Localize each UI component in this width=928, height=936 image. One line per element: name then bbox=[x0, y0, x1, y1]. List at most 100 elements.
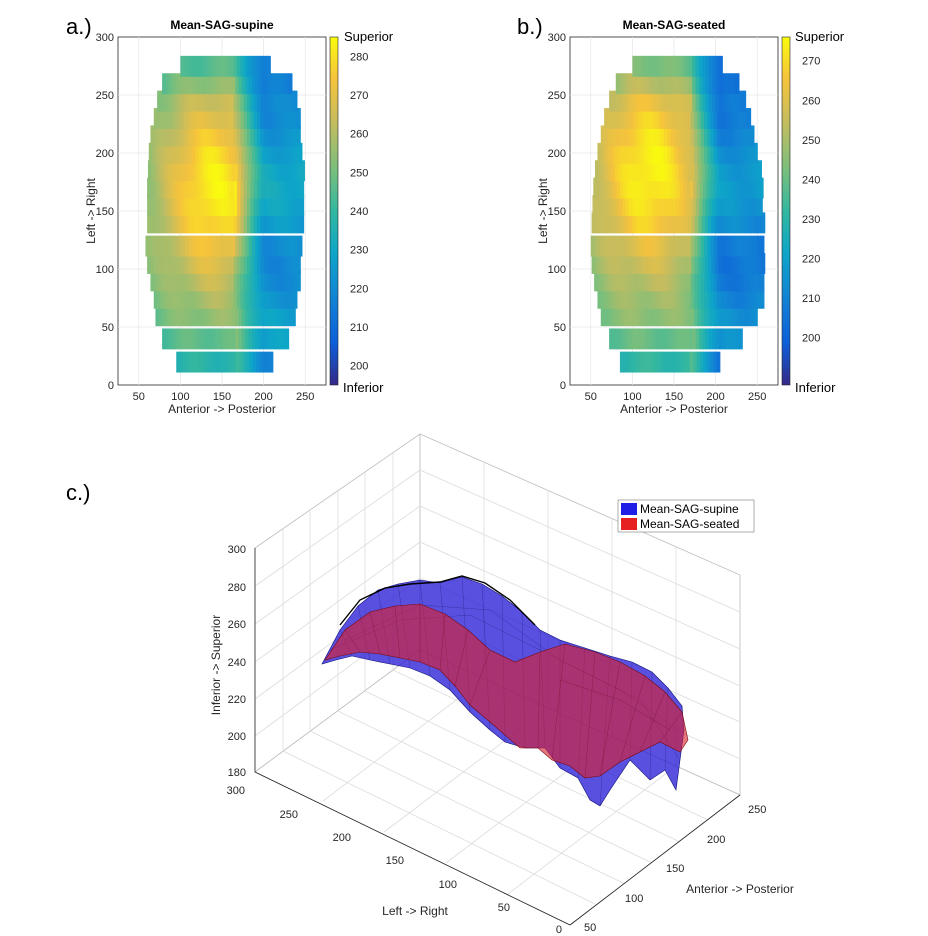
heatmap-cell bbox=[155, 235, 160, 257]
heatmap-a-yticks: 0 50 100 150 200 250 300 bbox=[96, 32, 114, 392]
heatmap-cell bbox=[192, 73, 196, 95]
heatmap-cell bbox=[675, 195, 680, 216]
heatmap-cell bbox=[182, 235, 186, 257]
heatmap-cell bbox=[261, 328, 266, 350]
heatmap-cell bbox=[273, 125, 278, 147]
heatmap-cell bbox=[742, 195, 747, 216]
heatmap-cell bbox=[270, 253, 275, 274]
heatmap-cell bbox=[723, 177, 728, 199]
heatmap-cell bbox=[180, 90, 185, 112]
heatmap-cell bbox=[220, 212, 225, 234]
heatmap-cell bbox=[259, 351, 264, 373]
heatmap-cell bbox=[693, 108, 698, 129]
heatmap-cell bbox=[657, 305, 662, 327]
heatmap-cell bbox=[725, 328, 730, 350]
heatmap-cell bbox=[617, 305, 622, 327]
heatmap-cell bbox=[235, 73, 240, 95]
heatmap-cell bbox=[246, 108, 251, 129]
heatmap-cell bbox=[176, 351, 181, 373]
heatmap-cell bbox=[222, 305, 226, 327]
panel-c-label: c.) bbox=[66, 480, 90, 505]
heatmap-cell bbox=[293, 195, 298, 216]
heatmap-cell bbox=[743, 125, 748, 147]
heatmap-cell bbox=[275, 73, 280, 95]
heatmap-cell bbox=[207, 55, 211, 77]
heatmap-cell bbox=[724, 253, 729, 274]
heatmap-cell bbox=[656, 351, 661, 373]
heatmap-cell bbox=[173, 195, 178, 216]
heatmap-cell bbox=[720, 305, 725, 327]
heatmap-cell bbox=[608, 160, 613, 182]
heatmap-cell bbox=[238, 305, 243, 327]
heatmap-b-ylabel: Left -> Right bbox=[536, 177, 550, 243]
heatmap-cell bbox=[223, 287, 228, 309]
heatmap-cell bbox=[199, 351, 204, 373]
heatmap-cell bbox=[690, 305, 695, 327]
heatmap-cell bbox=[178, 328, 183, 350]
heatmap-cell bbox=[256, 108, 261, 129]
heatmap-cell bbox=[160, 108, 165, 129]
heatmap-cell bbox=[220, 287, 225, 309]
heatmap-cell bbox=[750, 270, 755, 292]
heatmap-cell bbox=[661, 253, 666, 274]
heatmap-cell bbox=[702, 73, 707, 95]
heatmap-cell bbox=[290, 108, 295, 129]
heatmap-cell bbox=[265, 73, 270, 95]
heatmap-cell bbox=[677, 125, 682, 147]
heatmap-cell bbox=[712, 55, 717, 77]
heatmap-cell bbox=[668, 212, 673, 234]
heatmap-cell bbox=[245, 235, 250, 257]
heatmap-cell bbox=[168, 328, 173, 350]
heatmap-cell bbox=[193, 55, 198, 77]
heatmap-cell bbox=[747, 108, 752, 129]
heatmap-cell bbox=[237, 160, 242, 182]
heatmap-cell bbox=[256, 195, 261, 216]
heatmap-cell bbox=[190, 195, 195, 216]
heatmap-cell bbox=[680, 270, 685, 292]
heatmap-cell bbox=[707, 142, 712, 164]
heatmap-cell bbox=[627, 235, 632, 257]
heatmap-cell bbox=[728, 328, 733, 350]
heatmap-cell bbox=[243, 55, 248, 77]
heatmap-cell bbox=[248, 73, 253, 95]
heatmap-cell bbox=[716, 177, 721, 199]
heatmap-cell bbox=[163, 270, 168, 292]
heatmap-cell bbox=[185, 305, 190, 327]
heatmap-cell bbox=[654, 142, 658, 164]
heatmap-cell bbox=[664, 270, 668, 292]
heatmap-cell bbox=[160, 270, 165, 292]
surface-c-xtick: 200 bbox=[707, 834, 725, 846]
heatmap-cell bbox=[238, 142, 243, 164]
heatmap-cell bbox=[708, 55, 713, 77]
heatmap-cell bbox=[283, 177, 288, 199]
heatmap-cell bbox=[236, 55, 241, 77]
heatmap-cell bbox=[217, 287, 221, 309]
heatmap-cell bbox=[165, 328, 170, 350]
heatmap-cell bbox=[218, 142, 223, 164]
heatmap-cell bbox=[226, 55, 231, 77]
heatmap-cell bbox=[685, 73, 690, 95]
heatmap-cell bbox=[291, 142, 296, 164]
heatmap-cell bbox=[197, 195, 201, 216]
heatmap-cell bbox=[758, 253, 762, 274]
heatmap-cell bbox=[153, 108, 158, 129]
heatmap-cell bbox=[270, 270, 275, 292]
heatmap-cell bbox=[273, 253, 278, 274]
heatmap-cell bbox=[677, 270, 682, 292]
heatmap-cell bbox=[677, 142, 682, 164]
heatmap-cell bbox=[168, 235, 173, 257]
heatmap-cell bbox=[271, 160, 276, 182]
heatmap-cell bbox=[256, 125, 261, 147]
heatmap-cell bbox=[187, 108, 191, 129]
heatmap-cell bbox=[681, 160, 686, 182]
panel-a-label: a.) bbox=[66, 14, 92, 39]
heatmap-cell bbox=[697, 108, 702, 129]
heatmap-cell bbox=[639, 55, 643, 77]
heatmap-a: Mean-SAG-supine 50 100 150 200 250 0 50 … bbox=[84, 18, 394, 416]
heatmap-cell bbox=[247, 160, 252, 182]
heatmap-cell bbox=[202, 305, 206, 327]
heatmap-cell bbox=[632, 195, 637, 216]
heatmap-cell bbox=[283, 287, 288, 309]
heatmap-cell bbox=[290, 177, 295, 199]
heatmap-cell bbox=[220, 125, 225, 147]
